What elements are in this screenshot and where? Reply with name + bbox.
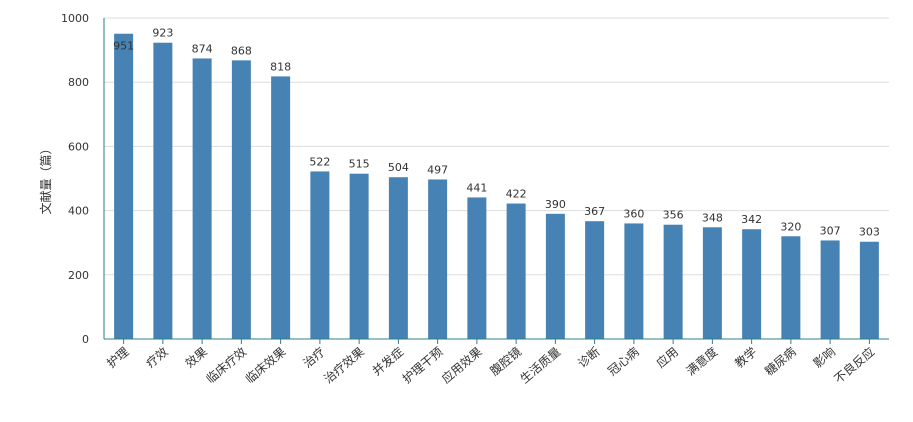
x-tick-label: 满意度 bbox=[683, 344, 720, 379]
x-tick-label: 治疗效果 bbox=[321, 344, 367, 386]
bar bbox=[114, 33, 134, 339]
data-label: 923 bbox=[152, 27, 173, 40]
bar bbox=[545, 213, 565, 339]
data-label: 818 bbox=[270, 60, 291, 73]
data-label: 367 bbox=[584, 205, 605, 218]
x-tick-label: 诊断 bbox=[575, 344, 603, 371]
bar bbox=[192, 58, 212, 340]
bar bbox=[663, 224, 683, 339]
data-label: 360 bbox=[623, 207, 644, 220]
bar bbox=[702, 227, 722, 339]
x-tick-label: 并发症 bbox=[369, 344, 406, 379]
bar bbox=[624, 223, 644, 339]
bar bbox=[153, 42, 173, 339]
data-label: 504 bbox=[388, 161, 409, 174]
data-labels: 951 923 874 868 818 522 515 504 497 441 422 390 367 3… bbox=[113, 27, 880, 239]
data-label: 422 bbox=[506, 188, 527, 201]
x-tick-label: 效果 bbox=[182, 344, 210, 371]
data-label: 390 bbox=[545, 198, 566, 211]
x-tick-label: 不良反应 bbox=[831, 344, 877, 386]
data-label: 522 bbox=[309, 155, 330, 168]
bar bbox=[388, 177, 408, 339]
y-axis-title: 文献量（篇） bbox=[38, 142, 53, 214]
bar bbox=[585, 221, 605, 339]
x-tick-label: 应用效果 bbox=[438, 344, 484, 386]
data-label: 356 bbox=[663, 209, 684, 222]
x-tick-label: 生活质量 bbox=[518, 345, 564, 387]
y-tick-label: 200 bbox=[68, 269, 89, 282]
data-label: 307 bbox=[820, 224, 841, 237]
y-tick-label: 600 bbox=[68, 140, 89, 153]
y-axis-ticks: 0 200 400 600 800 1000 bbox=[61, 12, 89, 346]
y-tick-label: 0 bbox=[82, 333, 89, 346]
x-tick-label: 临床效果 bbox=[242, 344, 288, 386]
x-tick-label: 影响 bbox=[810, 344, 838, 371]
data-label: 441 bbox=[466, 181, 487, 194]
bar bbox=[506, 203, 526, 339]
data-label: 303 bbox=[859, 226, 880, 239]
bar bbox=[781, 236, 801, 339]
grid-lines bbox=[104, 17, 889, 276]
x-tick-label: 教学 bbox=[732, 344, 760, 371]
bar bbox=[742, 229, 762, 339]
x-tick-label: 治疗 bbox=[300, 345, 327, 371]
y-tick-label: 400 bbox=[68, 205, 89, 218]
data-label: 515 bbox=[349, 158, 370, 171]
x-tick-label: 糖尿病 bbox=[762, 344, 799, 379]
bar bbox=[428, 179, 448, 339]
x-tick-label: 疗效 bbox=[143, 344, 171, 371]
x-tick-label: 腹腔镜 bbox=[487, 344, 524, 379]
data-label: 868 bbox=[231, 44, 252, 57]
x-tick-label: 护理 bbox=[104, 345, 131, 371]
x-tick-label: 临床疗效 bbox=[203, 344, 249, 386]
bars bbox=[114, 33, 879, 340]
data-label: 951 bbox=[113, 40, 134, 53]
bar bbox=[271, 76, 291, 339]
bar bbox=[467, 197, 487, 339]
y-tick-label: 1000 bbox=[61, 12, 89, 25]
data-label: 320 bbox=[780, 220, 801, 233]
y-tick-label: 800 bbox=[68, 76, 89, 89]
data-label: 348 bbox=[702, 211, 723, 224]
x-tick-label: 冠心病 bbox=[605, 344, 642, 379]
x-tick-label: 应用 bbox=[653, 344, 681, 371]
bar bbox=[231, 60, 251, 339]
data-label: 497 bbox=[427, 163, 448, 176]
bar bbox=[820, 240, 840, 339]
bar bbox=[310, 171, 330, 339]
data-label: 874 bbox=[192, 42, 213, 55]
bar bbox=[859, 241, 879, 339]
bar bbox=[349, 173, 369, 339]
data-label: 342 bbox=[741, 213, 762, 226]
x-tick-label: 护理干预 bbox=[400, 345, 446, 387]
